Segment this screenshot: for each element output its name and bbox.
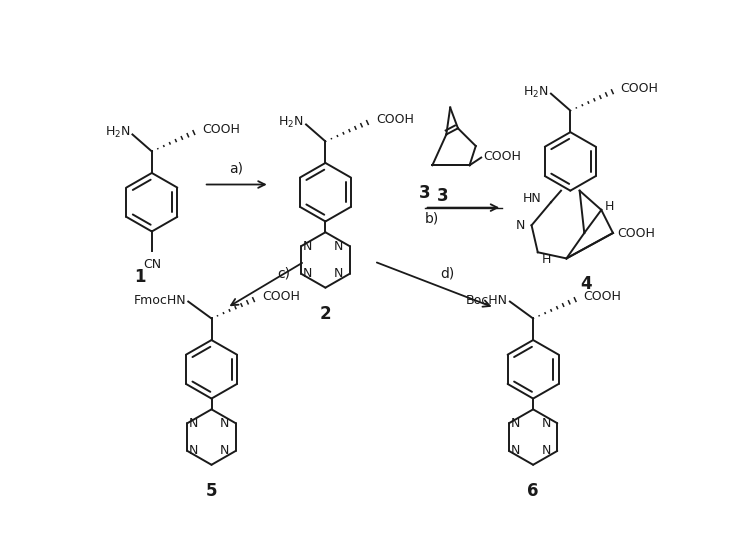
Text: a): a)	[230, 161, 243, 175]
Text: 6: 6	[527, 482, 539, 500]
Text: 5: 5	[205, 482, 217, 500]
Text: N: N	[542, 444, 551, 457]
Text: H: H	[605, 200, 615, 212]
Text: N: N	[189, 444, 198, 457]
Text: N: N	[334, 267, 344, 280]
Text: N: N	[510, 416, 520, 430]
Text: COOH: COOH	[483, 149, 521, 162]
Text: 1: 1	[135, 268, 146, 286]
Text: N: N	[220, 444, 230, 457]
Text: H: H	[542, 254, 551, 267]
Text: N: N	[189, 416, 198, 430]
Text: H$_2$N: H$_2$N	[279, 115, 303, 130]
Text: N: N	[303, 239, 312, 252]
Text: N: N	[220, 416, 230, 430]
Text: 3: 3	[436, 187, 448, 205]
Text: COOH: COOH	[202, 123, 240, 136]
Text: H$_2$N: H$_2$N	[105, 125, 130, 141]
Text: 4: 4	[580, 275, 591, 293]
Text: COOH: COOH	[621, 82, 659, 95]
Text: c): c)	[277, 266, 290, 280]
Text: N: N	[516, 219, 526, 232]
Text: N: N	[510, 444, 520, 457]
Text: FmocHN: FmocHN	[133, 294, 186, 306]
Text: CN: CN	[143, 258, 161, 272]
Text: COOH: COOH	[583, 289, 621, 302]
Text: d): d)	[440, 266, 455, 280]
Text: COOH: COOH	[376, 112, 414, 125]
Text: HN: HN	[523, 192, 542, 205]
Text: COOH: COOH	[617, 226, 655, 239]
Text: N: N	[334, 239, 344, 252]
Text: b): b)	[425, 211, 439, 225]
Text: H$_2$N: H$_2$N	[523, 85, 549, 100]
Text: BocHN: BocHN	[466, 294, 507, 306]
Text: N: N	[542, 416, 551, 430]
Text: N: N	[303, 267, 312, 280]
Text: 3: 3	[419, 184, 431, 202]
Text: COOH: COOH	[262, 289, 300, 302]
Text: 2: 2	[319, 305, 331, 323]
